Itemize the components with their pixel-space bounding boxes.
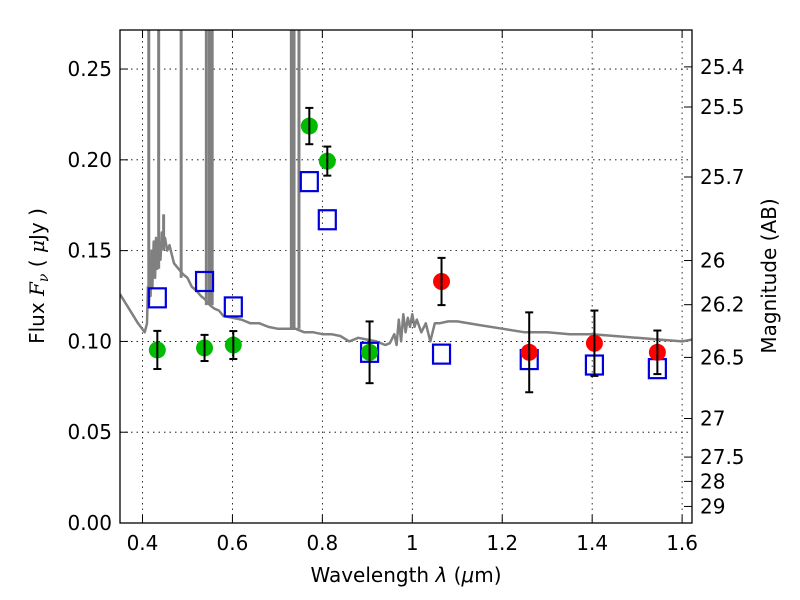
right-y-tick-label: 28 [700,469,725,493]
right-y-tick-label: 26.5 [700,345,745,369]
y-axis-label: Flux Fν ( μJy ) [25,208,52,344]
right-y-tick-label: 25.5 [700,95,745,119]
right-y-tick-label: 29 [700,494,725,518]
right-y-tick-label: 27 [700,407,725,431]
ticks-layer: 0.4 0.6 0.8 1 1.2 1.4 1.6 0.00 0.05 0.10 0.15 0.20 0… [67,30,745,555]
y-tick-label: 0.15 [67,239,112,263]
y-tick-label: 0.25 [67,57,112,81]
y-tick-label: 0.20 [67,148,112,172]
right-y-tick-label: 26.2 [700,293,745,317]
x-tick-label: 1 [406,531,419,555]
right-y-axis-label: Magnitude (AB) [757,198,781,353]
model-photometry-square [147,287,167,309]
x-axis-label: Wavelength λ (μm) [310,563,501,587]
x-tick-label: 1.6 [666,531,698,555]
model-photometry-square [299,171,319,193]
y-tick-label: 0.00 [67,511,112,535]
y-tick-label: 0.05 [67,420,112,444]
model-photometry-square [223,296,243,318]
y-tick-label: 0.10 [67,329,112,353]
model-photometry-square [317,209,337,231]
series-layer [120,30,692,394]
x-tick-label: 0.6 [217,531,249,555]
right-y-tick-label: 27.5 [700,445,745,469]
axes-frame [119,29,693,524]
x-tick-label: 0.4 [127,531,159,555]
right-y-tick-label: 25.4 [700,55,745,79]
model-spectrum-line [120,231,692,347]
right-y-tick-label: 26 [700,249,725,273]
model-photometry-square [194,270,215,293]
grid-layer [120,30,692,523]
model-photometry-square [431,343,452,365]
x-tick-label: 1.4 [576,531,608,555]
x-tick-label: 0.8 [306,531,338,555]
right-y-tick-label: 25.7 [700,165,745,189]
x-tick-label: 1.2 [486,531,518,555]
